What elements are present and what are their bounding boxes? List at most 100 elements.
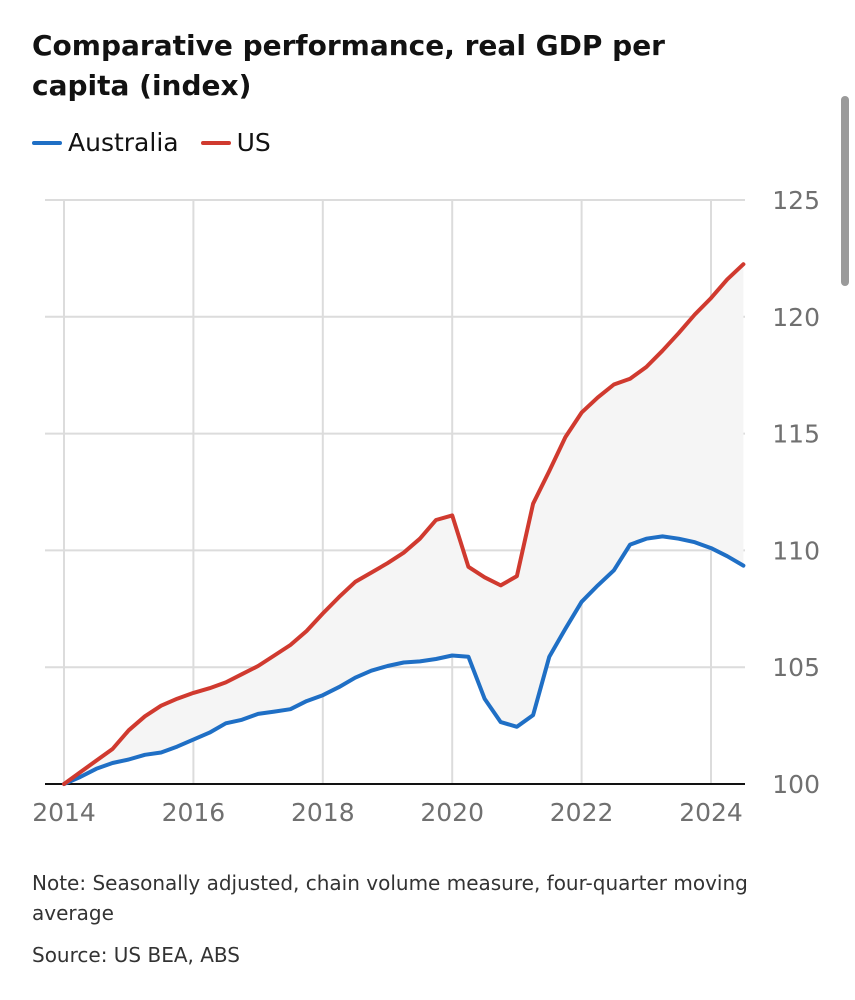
data-point-australia: [240, 718, 244, 722]
data-point-us: [547, 469, 551, 473]
y-tick-label-110: 110: [772, 536, 820, 565]
data-point-australia: [191, 738, 195, 742]
data-point-australia: [563, 627, 567, 631]
data-point-australia: [402, 661, 406, 665]
data-point-australia: [677, 537, 681, 541]
data-point-us: [725, 277, 729, 281]
data-point-australia: [256, 712, 260, 716]
legend-entry-australia: Australia: [32, 128, 179, 157]
shaded-gap-area: [64, 264, 744, 784]
data-point-us: [353, 580, 357, 584]
data-point-us: [111, 747, 115, 751]
x-tick-label-2016: 2016: [162, 798, 226, 827]
data-point-us: [402, 551, 406, 555]
data-point-australia: [466, 655, 470, 659]
data-point-us: [78, 770, 82, 774]
data-point-australia: [547, 655, 551, 659]
scrollbar-thumb[interactable]: [841, 96, 849, 286]
data-point-us: [191, 691, 195, 695]
data-point-us: [62, 782, 66, 786]
data-point-us: [709, 296, 713, 300]
data-point-us: [224, 680, 228, 684]
legend-swatch-australia: [32, 140, 62, 145]
data-point-australia: [660, 534, 664, 538]
data-point-australia: [143, 753, 147, 757]
chart-legend: Australia US: [32, 128, 271, 157]
data-point-australia: [337, 685, 341, 689]
x-tick-label-2022: 2022: [550, 798, 614, 827]
data-point-australia: [483, 697, 487, 701]
data-point-us: [741, 262, 745, 266]
legend-swatch-us: [200, 140, 231, 145]
x-tick-label-2020: 2020: [420, 798, 484, 827]
data-point-us: [580, 411, 584, 415]
data-point-australia: [531, 713, 535, 717]
data-point-australia: [450, 654, 454, 658]
data-point-australia: [499, 720, 503, 724]
data-point-us: [515, 574, 519, 578]
data-point-us: [386, 561, 390, 565]
data-point-australia: [693, 540, 697, 544]
data-point-australia: [353, 676, 357, 680]
data-point-australia: [434, 657, 438, 661]
data-point-australia: [644, 537, 648, 541]
data-point-us: [175, 697, 179, 701]
data-point-us: [450, 513, 454, 517]
y-tick-label-125: 125: [772, 186, 820, 215]
data-point-australia: [305, 699, 309, 703]
data-point-us: [159, 704, 163, 708]
data-point-australia: [224, 721, 228, 725]
data-point-australia: [386, 664, 390, 668]
chart-title: Comparative performance, real GDP per ca…: [32, 29, 665, 102]
data-point-us: [418, 537, 422, 541]
data-point-us: [369, 571, 373, 575]
y-tick-label-120: 120: [772, 303, 820, 332]
data-point-us: [434, 518, 438, 522]
data-point-australia: [127, 757, 131, 761]
data-point-australia: [628, 543, 632, 547]
data-point-australia: [94, 767, 98, 771]
legend-entry-us: US: [200, 128, 271, 157]
data-point-australia: [288, 707, 292, 711]
data-point-australia: [709, 546, 713, 550]
y-tick-label-105: 105: [772, 653, 820, 682]
data-point-australia: [208, 731, 212, 735]
data-point-us: [563, 435, 567, 439]
legend-label-australia: Australia: [68, 128, 179, 157]
data-point-us: [466, 565, 470, 569]
data-point-us: [94, 759, 98, 763]
data-point-australia: [175, 745, 179, 749]
data-point-australia: [725, 554, 729, 558]
data-point-us: [321, 611, 325, 615]
data-point-australia: [369, 669, 373, 673]
data-point-australia: [515, 725, 519, 729]
data-point-us: [612, 383, 616, 387]
data-point-australia: [596, 583, 600, 587]
chart-source: Source: US BEA, ABS: [32, 943, 240, 967]
data-point-australia: [272, 710, 276, 714]
data-point-australia: [159, 750, 163, 754]
chart-note: Note: Seasonally adjusted, chain volume …: [32, 871, 748, 925]
line-chart: 100 105 110 115 120 125 2014 2016 2018 2020 2022 20…: [32, 186, 820, 827]
data-point-us: [337, 595, 341, 599]
data-point-us: [483, 575, 487, 579]
data-point-us: [208, 686, 212, 690]
data-point-us: [143, 714, 147, 718]
data-point-us: [660, 349, 664, 353]
data-point-australia: [111, 761, 115, 765]
series-line-us: [62, 262, 746, 786]
data-point-us: [531, 502, 535, 506]
y-tick-label-100: 100: [772, 770, 820, 799]
data-point-us: [628, 377, 632, 381]
data-point-us: [288, 643, 292, 647]
series-line-australia: [62, 534, 746, 786]
data-point-australia: [741, 564, 745, 568]
y-tick-label-115: 115: [772, 420, 820, 449]
data-point-australia: [580, 600, 584, 604]
x-tick-label-2014: 2014: [32, 798, 96, 827]
data-point-us: [305, 629, 309, 633]
data-point-us: [256, 664, 260, 668]
data-point-us: [644, 365, 648, 369]
data-point-us: [693, 312, 697, 316]
data-point-us: [272, 654, 276, 658]
